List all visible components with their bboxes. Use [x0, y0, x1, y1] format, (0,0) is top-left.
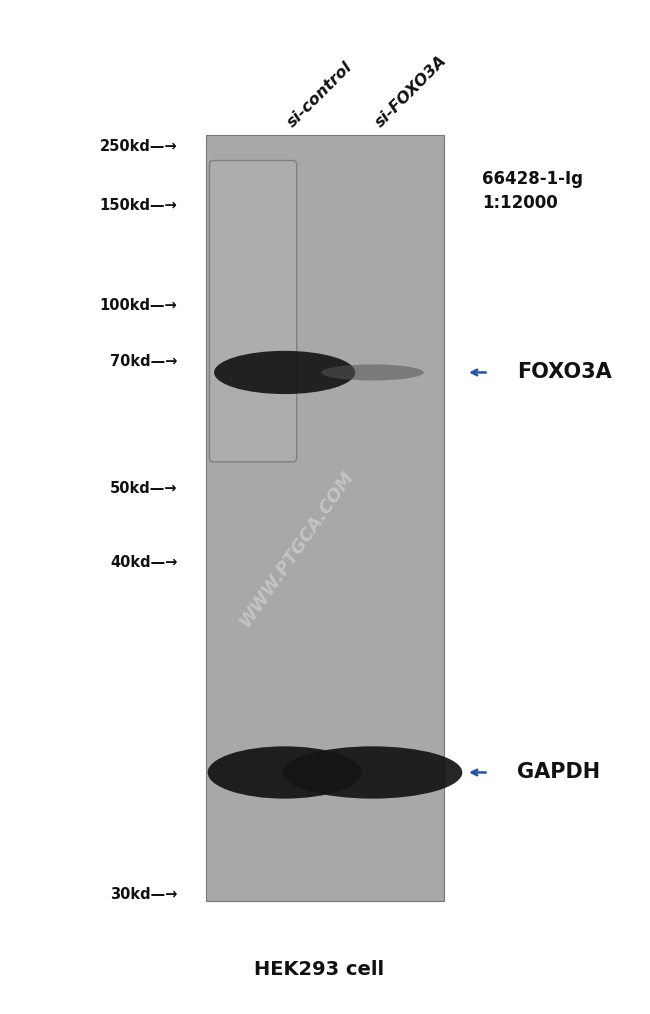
Ellipse shape: [321, 364, 424, 380]
Bar: [233, 177, 417, 859]
Bar: [216, 150, 434, 886]
Bar: [229, 171, 421, 865]
Text: si-control: si-control: [285, 59, 356, 130]
Text: 150kd—→: 150kd—→: [99, 198, 177, 213]
Ellipse shape: [283, 746, 462, 799]
Text: GAPDH: GAPDH: [517, 763, 601, 783]
Text: WWW.PTGCA.COM: WWW.PTGCA.COM: [236, 467, 358, 630]
Text: 30kd—→: 30kd—→: [110, 886, 177, 901]
Text: HEK293 cell: HEK293 cell: [254, 960, 384, 980]
Text: 50kd—→: 50kd—→: [110, 482, 177, 497]
FancyBboxPatch shape: [209, 160, 296, 461]
Text: 40kd—→: 40kd—→: [110, 555, 177, 570]
Bar: [224, 162, 426, 874]
Bar: [243, 193, 407, 844]
Bar: [231, 174, 419, 862]
Bar: [226, 165, 424, 871]
Bar: [227, 168, 422, 868]
Bar: [218, 153, 432, 883]
Bar: [235, 180, 415, 856]
Bar: [241, 190, 409, 847]
Text: 66428-1-Ig
1:12000: 66428-1-Ig 1:12000: [482, 170, 583, 212]
Text: 100kd—→: 100kd—→: [99, 298, 177, 313]
Bar: [239, 187, 411, 850]
Text: 250kd—→: 250kd—→: [100, 140, 177, 154]
Text: FOXO3A: FOXO3A: [517, 362, 612, 382]
Bar: [220, 156, 430, 880]
Ellipse shape: [207, 746, 361, 799]
Text: 70kd—→: 70kd—→: [110, 354, 177, 369]
Bar: [237, 184, 413, 853]
Text: si-FOXO3A: si-FOXO3A: [372, 53, 450, 130]
Ellipse shape: [214, 351, 355, 394]
Bar: [206, 135, 444, 901]
Bar: [222, 159, 428, 877]
